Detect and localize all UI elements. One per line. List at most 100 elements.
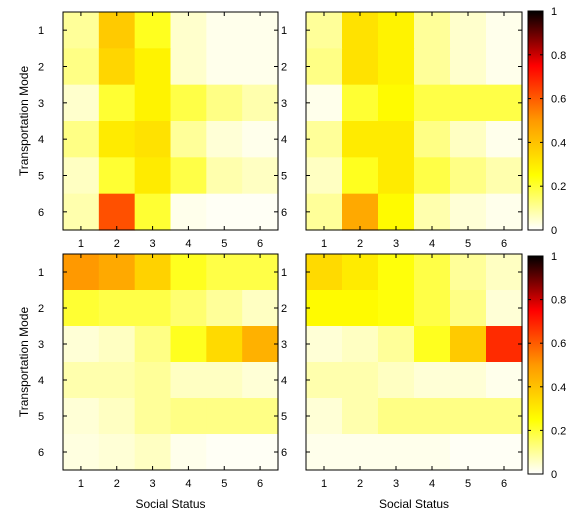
heatmap-cell	[134, 434, 172, 471]
heatmap-cell	[98, 193, 136, 231]
heatmap-cell	[98, 48, 136, 86]
heatmap-cell	[170, 121, 207, 158]
colorbar-tick-label: 1	[551, 6, 557, 18]
heatmap-cell	[134, 121, 172, 158]
heatmap-cell	[414, 290, 451, 327]
colorbar-tick-label: 0.6	[551, 338, 566, 350]
y-tick-label: 6	[38, 207, 44, 219]
y-tick-label: 2	[38, 303, 44, 315]
heatmap-cell	[306, 84, 343, 122]
heatmap-panel-top-right	[305, 11, 523, 231]
colorbar-tick-label: 0.4	[551, 137, 566, 149]
heatmap-cell	[342, 362, 379, 399]
x-tick-label: 1	[321, 238, 327, 250]
heatmap-cell	[378, 398, 415, 435]
heatmap-cell	[378, 434, 415, 471]
y-tick-label: 6	[281, 447, 287, 459]
heatmap-cell	[170, 157, 207, 195]
heatmap-cell	[342, 157, 379, 195]
heatmap-cell	[98, 290, 136, 327]
heatmap-cell	[342, 398, 379, 435]
heatmap-cell	[414, 12, 451, 49]
colorbar: 0 0.2 0.4 0.6 0.8 1	[527, 251, 566, 481]
heatmap-cell	[242, 290, 279, 327]
heatmap-cell	[378, 326, 415, 363]
heatmap-cell	[134, 48, 172, 86]
heatmap-panel-top-left	[62, 11, 279, 231]
heatmap-cell	[242, 326, 279, 363]
heatmap-cell	[134, 290, 172, 327]
heatmap-cell	[63, 84, 100, 122]
y-tick-label: 4	[281, 134, 287, 146]
heatmap-cell	[450, 290, 487, 327]
y-tick-label: 1	[281, 25, 287, 37]
x-tick-label: 3	[150, 238, 156, 250]
colorbar-tick-label: 1	[551, 251, 557, 263]
heatmap-cell	[306, 12, 343, 49]
heatmap-cell	[342, 434, 379, 471]
y-tick-label: 1	[38, 25, 44, 37]
heatmap-cell	[98, 326, 136, 363]
heatmap-cell	[206, 326, 243, 363]
y-tick-label: 4	[38, 134, 44, 146]
heatmap-cell	[63, 12, 100, 49]
heatmap-cell	[63, 193, 100, 231]
heatmap-cell	[170, 290, 207, 327]
x-tick-label: 1	[78, 238, 84, 250]
colorbar-tick-label: 0	[551, 225, 557, 237]
heatmap-panel-bottom-left	[62, 253, 279, 471]
heatmap-cell	[342, 290, 379, 327]
x-axis-label: Social Status	[379, 497, 449, 511]
heatmap-cell	[342, 12, 379, 49]
x-tick-label: 5	[221, 478, 227, 490]
heatmap-cell	[242, 398, 279, 435]
heatmap-cell	[170, 193, 207, 231]
heatmap-cell	[63, 254, 100, 291]
y-tick-label: 1	[281, 267, 287, 279]
heatmap-cell	[450, 362, 487, 399]
x-tick-label: 4	[185, 478, 191, 490]
y-tick-label: 3	[38, 98, 44, 110]
y-tick-label: 5	[38, 411, 44, 423]
heatmap-cell	[134, 362, 172, 399]
heatmap-cell	[134, 398, 172, 435]
heatmap-cell	[206, 121, 243, 158]
heatmap-cell	[342, 326, 379, 363]
heatmap-cell	[134, 254, 172, 291]
heatmap-cell	[486, 398, 523, 435]
colorbar-tick-label: 0.4	[551, 382, 566, 394]
y-tick-label: 6	[38, 447, 44, 459]
y-tick-label: 5	[281, 411, 287, 423]
heatmap-cell	[486, 157, 523, 195]
x-tick-label: 5	[465, 238, 471, 250]
heatmap-cell	[306, 290, 343, 327]
heatmap-cell	[63, 326, 100, 363]
heatmap-cell	[98, 362, 136, 399]
x-tick-label: 2	[357, 238, 363, 250]
x-tick-label: 6	[257, 238, 263, 250]
heatmap-cell	[206, 12, 243, 49]
heatmap-cell	[206, 434, 243, 471]
heatmap-cell	[206, 290, 243, 327]
y-tick-label: 2	[281, 303, 287, 315]
heatmap-cell	[450, 193, 487, 231]
y-tick-label: 5	[281, 171, 287, 183]
heatmap-cell	[242, 193, 279, 231]
x-tick-label: 6	[501, 238, 507, 250]
y-tick-label: 4	[38, 375, 44, 387]
heatmap-cell	[450, 434, 487, 471]
heatmap-cell	[242, 84, 279, 122]
heatmap-cell	[242, 48, 279, 86]
panel-frame	[62, 11, 279, 231]
heatmap-cell	[414, 84, 451, 122]
heatmap-cell	[98, 12, 136, 49]
heatmap-cell	[378, 254, 415, 291]
heatmap-cell	[414, 193, 451, 231]
colorbar: 0 0.2 0.4 0.6 0.8 1	[527, 6, 566, 237]
heatmap-cell	[63, 398, 100, 435]
heatmap-cell	[63, 48, 100, 86]
heatmap-cell	[170, 326, 207, 363]
heatmap-cell	[306, 398, 343, 435]
heatmap-cell	[98, 157, 136, 195]
heatmap-cell	[378, 157, 415, 195]
